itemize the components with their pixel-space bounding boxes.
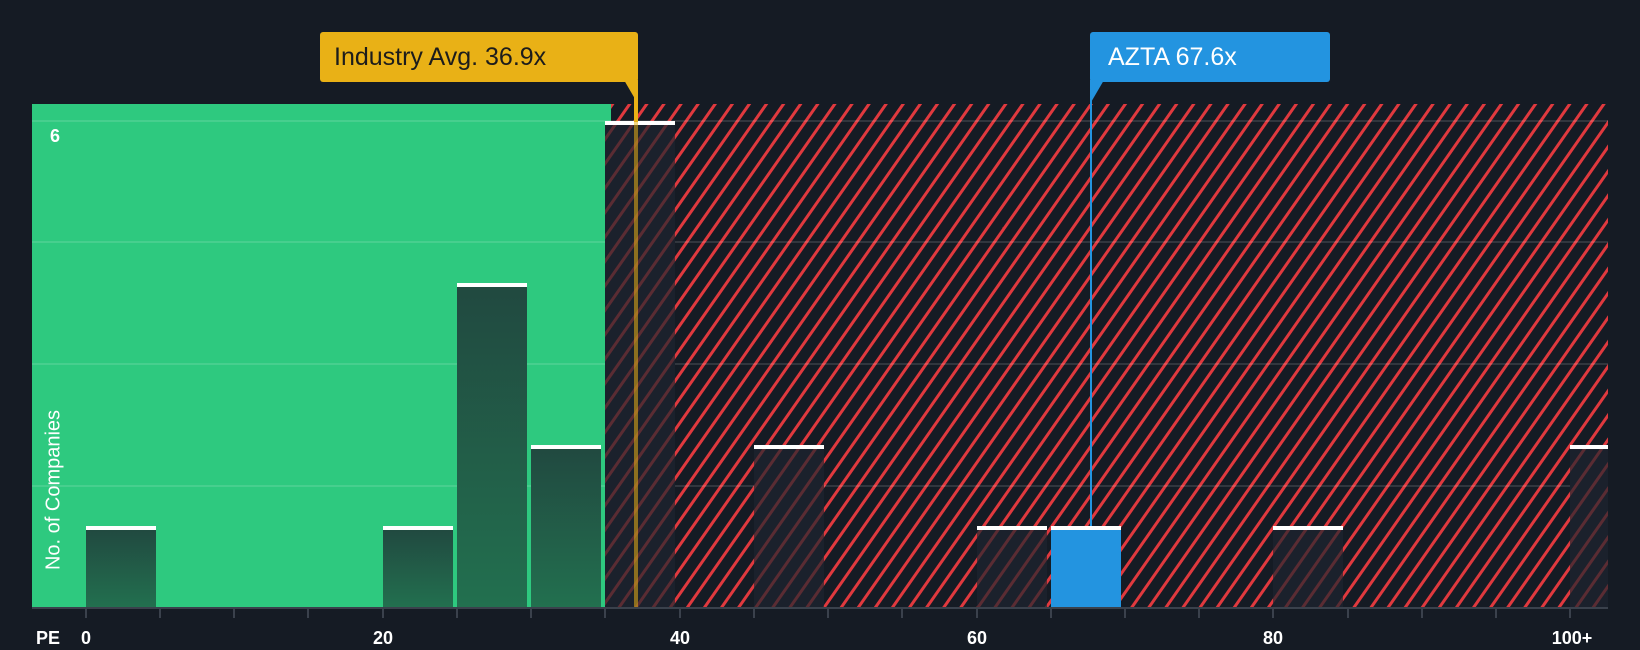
bars [86,121,1608,608]
bar-0-5[interactable] [86,529,156,608]
bar-35-40[interactable] [605,124,675,608]
bar-80-85[interactable] [1273,529,1343,608]
y-tick-6: 6 [50,126,61,146]
bar-60-65[interactable] [977,529,1047,608]
x-tick-60: 60 [966,628,988,648]
company-pe-callout: AZTA 67.6x [1090,32,1330,82]
y-axis-title: No. of Companies [42,409,65,571]
x-tick-40: 40 [669,628,691,648]
bar-100-plus[interactable] [1570,448,1608,608]
x-tick-80: 80 [1262,628,1284,648]
x-axis-ticks [85,608,1571,618]
company-callout-pointer [1090,80,1104,104]
x-tick-20: 20 [372,628,394,648]
industry-avg-callout: Industry Avg. 36.9x [320,32,638,82]
x-tick-0: 0 [80,628,92,648]
x-axis-prefix: PE [36,628,61,648]
bar-25-30[interactable] [457,286,527,608]
x-tick-100-plus: 100+ [1551,628,1593,648]
bar-20-25[interactable] [383,529,453,608]
bar-45-50[interactable] [754,448,824,608]
industry-callout-pointer [624,80,638,104]
bar-65-70-azta[interactable] [1051,529,1121,608]
bar-30-35[interactable] [531,448,601,608]
